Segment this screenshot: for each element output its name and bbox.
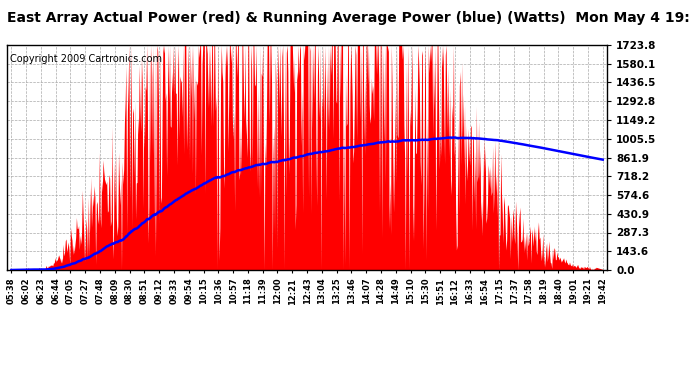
Text: Copyright 2009 Cartronics.com: Copyright 2009 Cartronics.com xyxy=(10,54,162,64)
Text: East Array Actual Power (red) & Running Average Power (blue) (Watts)  Mon May 4 : East Array Actual Power (red) & Running … xyxy=(7,11,690,25)
